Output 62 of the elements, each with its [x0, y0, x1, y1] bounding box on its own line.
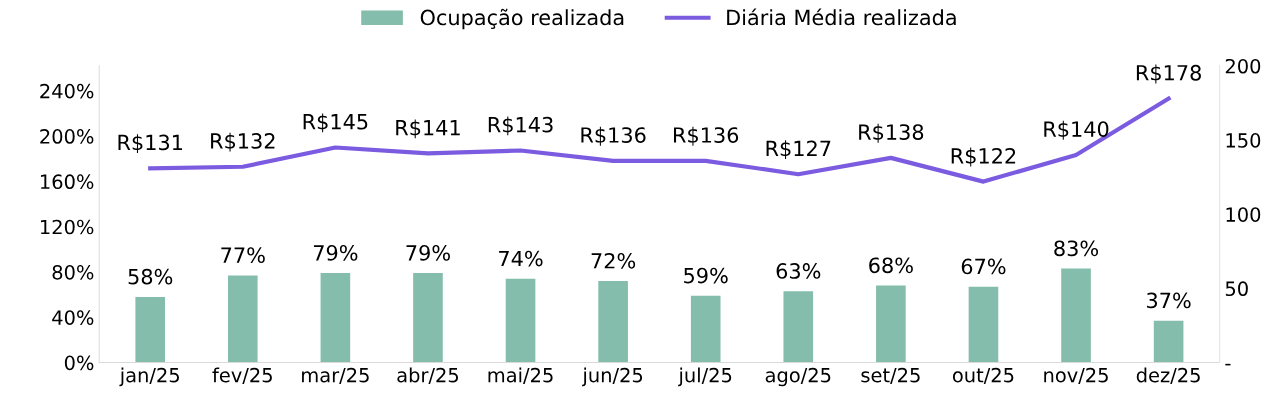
data-label: 77%	[221, 247, 265, 264]
data-label: 74%	[499, 250, 543, 267]
x-tick-label: fev/25	[212, 367, 272, 384]
y-tick-label: 200%	[40, 129, 94, 144]
x-tick-label: mar/25	[302, 367, 369, 384]
y2-tick-label: -	[1225, 363, 1231, 366]
x-tick-label: out/25	[952, 367, 1014, 384]
data-label: 59%	[684, 267, 728, 284]
y2-tick-label: 50	[1225, 281, 1248, 297]
bar	[968, 286, 999, 363]
x-tick-label: mai/25	[488, 367, 553, 384]
x-tick-label: dez/25	[1136, 367, 1200, 384]
data-label: R$122	[951, 147, 1016, 167]
legend-label: Diária Média realizada	[727, 8, 956, 26]
x-tick-label: jun/25	[582, 367, 643, 387]
data-label: R$136	[581, 126, 646, 146]
x-tick-label: ago/25	[765, 367, 831, 387]
data-label: R$136	[674, 126, 739, 146]
y-tick-label: 80%	[52, 264, 94, 280]
data-label: 83%	[1054, 240, 1099, 257]
data-label: 79%	[313, 244, 358, 261]
bar	[227, 275, 258, 363]
x-tick-label: set/25	[861, 367, 920, 384]
x-tick-label: nov/25	[1044, 367, 1108, 384]
bar	[876, 285, 906, 363]
data-label: 37%	[1147, 292, 1191, 309]
data-label: 72%	[591, 252, 636, 269]
bar	[1061, 268, 1091, 363]
data-label: R$178	[1136, 64, 1201, 84]
y2-tick-label: 150	[1226, 133, 1261, 148]
y-tick-label: 40%	[52, 310, 94, 325]
bar	[1153, 320, 1184, 363]
bar	[598, 281, 628, 363]
data-label: R$131	[118, 134, 183, 154]
data-label: R$143	[488, 116, 553, 136]
data-label: R$132	[211, 132, 275, 152]
x-tick-label: jan/25	[119, 367, 179, 387]
y-tick-label: 160%	[40, 174, 94, 190]
data-label: 68%	[869, 257, 913, 274]
y2-tick-label: 200	[1225, 58, 1261, 74]
data-label: R$141	[396, 119, 460, 139]
data-label: R$138	[859, 123, 924, 143]
data-label: 63%	[776, 263, 821, 279]
data-label: R$140	[1044, 120, 1109, 140]
x-tick-label: abr/25	[397, 367, 459, 384]
data-label: R$145	[303, 113, 368, 133]
data-label: R$127	[766, 140, 831, 160]
bar	[783, 291, 814, 363]
data-label: 67%	[961, 258, 1006, 275]
y-tick-label: 240%	[40, 83, 94, 99]
bar	[505, 278, 536, 363]
bar	[135, 296, 166, 363]
legend-label: Ocupação realizada	[420, 8, 624, 30]
bar	[320, 273, 351, 363]
y-tick-label: 0%	[64, 355, 94, 371]
y-tick-label: 120%	[40, 219, 94, 235]
data-label: 58%	[128, 268, 173, 285]
y2-tick-label: 100	[1226, 207, 1261, 222]
bar	[413, 273, 443, 363]
data-label: 79%	[406, 244, 450, 261]
bar	[690, 295, 721, 363]
x-tick-label: jul/25	[678, 367, 732, 387]
